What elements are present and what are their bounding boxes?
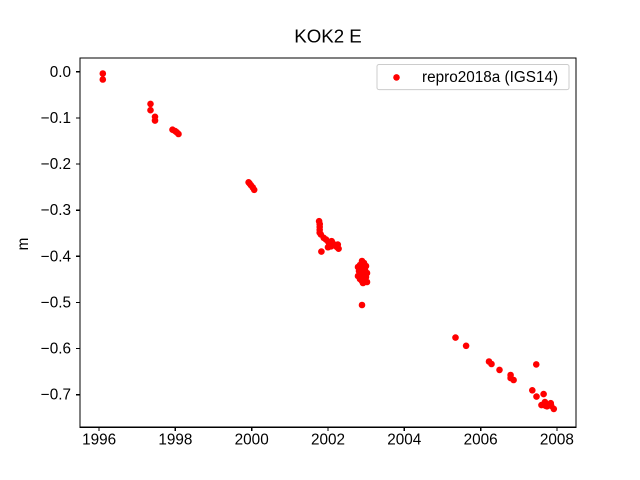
svg-text:1996: 1996 xyxy=(82,432,116,449)
svg-text:repro2018a (IGS14): repro2018a (IGS14) xyxy=(422,69,558,86)
svg-text:−0.5: −0.5 xyxy=(41,294,71,311)
svg-text:0.0: 0.0 xyxy=(50,64,71,81)
svg-text:2008: 2008 xyxy=(540,432,574,449)
svg-text:−0.3: −0.3 xyxy=(41,202,71,219)
svg-text:−0.6: −0.6 xyxy=(41,341,71,358)
svg-text:2000: 2000 xyxy=(235,432,269,449)
svg-text:−0.2: −0.2 xyxy=(41,156,71,173)
svg-text:2006: 2006 xyxy=(464,432,498,449)
svg-text:1998: 1998 xyxy=(158,432,192,449)
svg-text:2002: 2002 xyxy=(311,432,345,449)
svg-text:−0.7: −0.7 xyxy=(41,387,71,404)
svg-text:−0.1: −0.1 xyxy=(41,110,71,127)
svg-text:KOK2 E: KOK2 E xyxy=(294,26,362,47)
svg-text:m: m xyxy=(15,238,32,251)
svg-text:−0.4: −0.4 xyxy=(41,248,72,265)
svg-text:2004: 2004 xyxy=(387,432,422,449)
